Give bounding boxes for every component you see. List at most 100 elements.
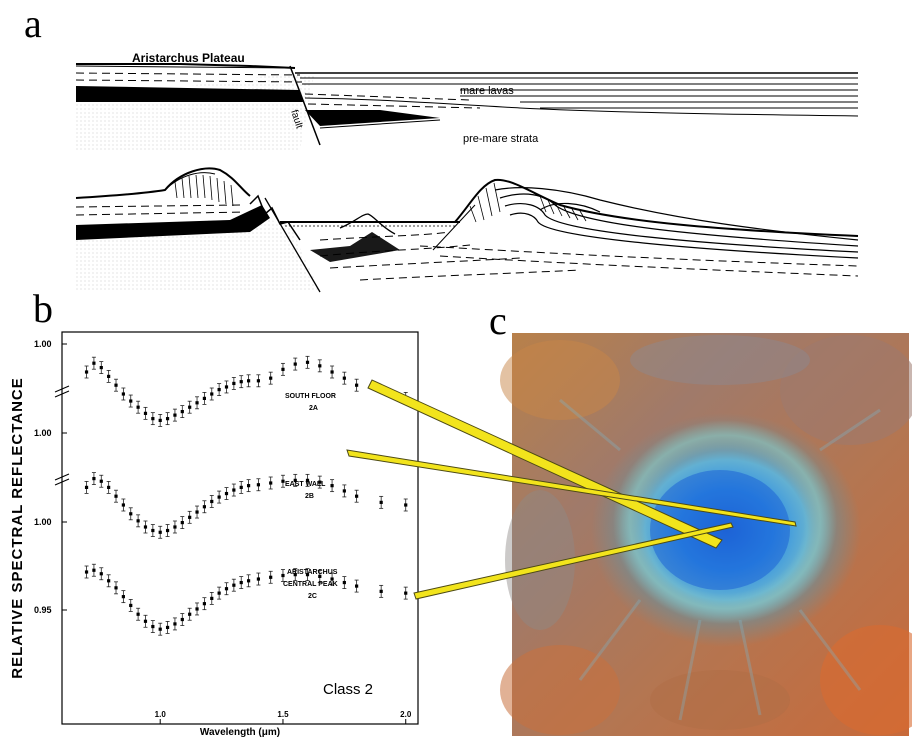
x-tick-label: 1.0 bbox=[155, 710, 167, 719]
x-tick-label: 2.0 bbox=[400, 710, 412, 719]
data-point bbox=[403, 586, 408, 600]
data-point bbox=[280, 474, 285, 488]
data-point bbox=[106, 480, 111, 494]
data-point bbox=[239, 576, 244, 589]
data-point bbox=[209, 592, 214, 605]
data-point bbox=[84, 565, 89, 579]
data-point bbox=[91, 356, 96, 370]
data-point bbox=[143, 614, 148, 628]
data-point bbox=[165, 412, 170, 426]
data-point bbox=[128, 599, 133, 612]
arrow-east-wall bbox=[346, 449, 797, 527]
data-point bbox=[268, 476, 273, 490]
data-point bbox=[268, 371, 273, 385]
data-point bbox=[150, 412, 155, 426]
data-point bbox=[158, 525, 163, 539]
data-point bbox=[195, 602, 200, 616]
data-point bbox=[121, 387, 126, 401]
data-point bbox=[187, 607, 192, 621]
data-point bbox=[91, 472, 96, 486]
data-point bbox=[150, 524, 155, 537]
data-point bbox=[187, 400, 192, 414]
data-point bbox=[231, 483, 236, 497]
data-point bbox=[293, 473, 298, 487]
series-label-2b-line2: 2B bbox=[305, 493, 314, 500]
data-point bbox=[202, 500, 207, 514]
plateau-label: Aristarchus Plateau bbox=[132, 51, 245, 65]
series-label-2c-line1: ARISTARCHUS bbox=[287, 569, 338, 576]
data-point bbox=[330, 572, 335, 586]
data-point bbox=[330, 365, 335, 379]
data-point bbox=[305, 568, 310, 582]
data-point bbox=[217, 490, 222, 504]
data-point bbox=[342, 371, 347, 385]
data-point bbox=[354, 579, 359, 593]
data-point bbox=[84, 365, 89, 379]
data-point bbox=[209, 387, 214, 401]
data-point bbox=[143, 406, 148, 420]
data-point bbox=[91, 563, 96, 577]
data-point bbox=[342, 484, 347, 498]
data-point bbox=[280, 362, 285, 376]
data-point bbox=[143, 520, 148, 534]
data-point bbox=[99, 361, 104, 375]
data-point bbox=[114, 581, 119, 595]
data-point bbox=[317, 359, 322, 373]
data-point bbox=[246, 479, 251, 493]
data-point bbox=[99, 474, 104, 488]
data-point bbox=[187, 510, 192, 524]
data-point bbox=[305, 473, 310, 487]
plot-frame bbox=[61, 331, 419, 725]
data-point bbox=[246, 374, 251, 388]
panel-label-b: b bbox=[33, 286, 53, 331]
data-point bbox=[239, 480, 244, 494]
data-point bbox=[317, 475, 322, 489]
data-point bbox=[231, 377, 236, 390]
data-point bbox=[293, 357, 298, 371]
data-point bbox=[165, 524, 170, 537]
y-axis-label: RELATIVE SPECTRAL REFLECTANCE bbox=[9, 377, 26, 679]
series-label-2a-line2: 2A bbox=[309, 405, 318, 412]
data-point bbox=[136, 607, 141, 621]
data-point bbox=[280, 569, 285, 582]
data-point bbox=[217, 383, 222, 397]
data-point bbox=[239, 375, 244, 389]
data-point bbox=[268, 570, 273, 584]
data-point bbox=[256, 478, 261, 492]
ytick-label-4: 0.95 bbox=[34, 605, 52, 615]
data-point bbox=[114, 489, 119, 503]
class-label: Class 2 bbox=[323, 681, 373, 698]
data-point bbox=[84, 480, 89, 494]
data-point bbox=[231, 578, 236, 592]
panel-label-c: c bbox=[489, 298, 507, 343]
data-point bbox=[224, 582, 229, 596]
x-ticks: 1.0 1.5 2.0 bbox=[155, 710, 412, 724]
data-point bbox=[106, 574, 111, 588]
data-point bbox=[354, 489, 359, 503]
data-point bbox=[330, 479, 335, 493]
data-point bbox=[209, 495, 214, 508]
axis-break-marks bbox=[54, 385, 70, 486]
data-point bbox=[305, 355, 310, 369]
data-point bbox=[158, 413, 163, 427]
data-point bbox=[128, 394, 133, 408]
pre-mare-strata-label: pre-mare strata bbox=[463, 133, 539, 145]
series-label-2b-line1: EAST WALL bbox=[285, 481, 326, 488]
ytick-label-2: 1.00 bbox=[34, 428, 52, 438]
data-point bbox=[180, 405, 185, 419]
data-point bbox=[106, 369, 111, 383]
connector-arrows bbox=[346, 379, 797, 600]
series-label-2c-line3: 2C bbox=[308, 593, 317, 600]
data-point bbox=[99, 567, 104, 581]
data-point bbox=[136, 400, 141, 414]
ytick-label-3: 1.00 bbox=[34, 517, 52, 527]
data-point bbox=[128, 507, 133, 521]
data-point bbox=[195, 396, 200, 410]
data-point bbox=[202, 597, 207, 611]
data-point bbox=[293, 568, 298, 582]
data-point bbox=[246, 574, 251, 588]
data-point bbox=[379, 584, 384, 598]
data-point bbox=[256, 374, 261, 388]
mare-lavas-label: mare lavas bbox=[460, 85, 514, 97]
